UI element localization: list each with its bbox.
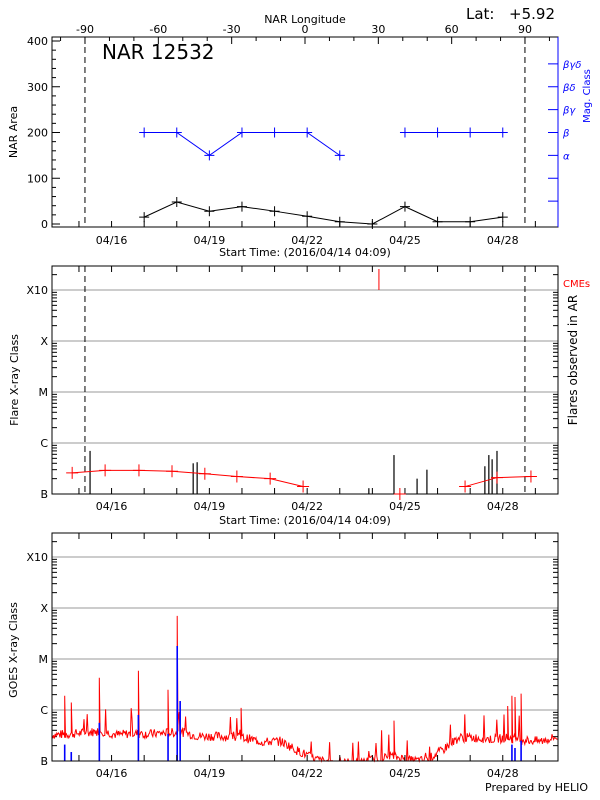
x-tick-label: 04/25 — [389, 767, 421, 780]
y-tick-label: B — [40, 755, 48, 768]
top-tick-label: 0 — [302, 23, 309, 36]
goes-flux-line — [51, 615, 558, 763]
y2-tick-label: βγδ — [562, 60, 581, 71]
panel-goes: GOES X-ray Class B C M X X10 04/16 04/19 04/22 0… — [7, 532, 559, 780]
y-tick-label: 200 — [27, 127, 48, 140]
cme-label: CMEs — [563, 279, 590, 290]
flare-level-line — [72, 469, 304, 488]
x-tick-label: 04/25 — [389, 234, 421, 247]
y-tick-label: 400 — [27, 35, 48, 48]
y-axis-label: GOES X-ray Class — [7, 602, 20, 698]
top-tick-label: -60 — [149, 23, 167, 36]
panel-flares: Start Time: (2016/04/14 04:09) Flare X-r… — [8, 265, 590, 527]
x-axis-label: Start Time: (2016/04/14 04:09) — [219, 246, 391, 259]
y2-tick-label: α — [563, 151, 570, 162]
top-tick-label: -90 — [76, 23, 94, 36]
y-tick-label: 300 — [27, 81, 48, 94]
lat-value: +5.92 — [509, 5, 555, 23]
plot-frame — [51, 265, 559, 495]
credit: Prepared by HELIO — [485, 781, 588, 794]
y-tick-label: C — [40, 704, 48, 717]
y-tick-label: X10 — [26, 551, 48, 564]
y-tick-label: B — [40, 488, 48, 501]
top-axis-label: NAR Longitude — [264, 13, 346, 26]
top-tick-label: 30 — [371, 23, 385, 36]
y-axis-label: NAR Area — [7, 106, 20, 158]
x-tick-label: 04/16 — [96, 500, 128, 513]
mag-class-series-line — [144, 132, 341, 156]
x-axis-label: Start Time: (2016/04/14 04:09) — [219, 514, 391, 527]
x-tick-label: 04/22 — [291, 500, 323, 513]
x-tick-label: 04/16 — [96, 234, 128, 247]
data-point-marker — [334, 216, 345, 227]
x-tick-label: 04/19 — [194, 767, 226, 780]
y-tick-label: M — [39, 653, 49, 666]
plot-frame — [51, 532, 559, 762]
y2-axis-label: Mag. Class — [582, 69, 593, 123]
data-point-marker — [236, 201, 247, 212]
data-point-marker — [497, 212, 508, 223]
y2-tick-label: βγ — [562, 106, 576, 117]
x-tick-label: 04/28 — [487, 234, 519, 247]
data-point-marker — [399, 201, 410, 212]
y2-axis-label: Flares observed in AR — [566, 295, 580, 425]
x-tick-label: 04/28 — [487, 767, 519, 780]
top-tick-label: 60 — [445, 23, 459, 36]
y2-tick-label: βδ — [562, 83, 576, 94]
x-tick-label: 04/25 — [389, 500, 421, 513]
x-tick-label: 04/28 — [487, 500, 519, 513]
lat-label: Lat: — [466, 5, 494, 23]
x-tick-label: 04/22 — [291, 767, 323, 780]
top-tick-label: 90 — [518, 23, 532, 36]
y-tick-label: X10 — [26, 284, 48, 297]
y-tick-label: X — [40, 335, 48, 348]
y-tick-label: C — [40, 437, 48, 450]
y-axis-label: Flare X-ray Class — [8, 334, 21, 426]
x-tick-label: 04/22 — [291, 234, 323, 247]
area-series-line — [143, 201, 503, 225]
data-point-marker — [171, 197, 182, 208]
data-point-marker — [139, 212, 150, 223]
y-tick-label: 0 — [41, 218, 48, 231]
data-point-marker — [334, 150, 345, 161]
y-tick-label: X — [40, 602, 48, 615]
data-point-marker — [302, 211, 313, 222]
data-point-marker — [459, 480, 472, 493]
panel-nar-area: NAR Longitude NAR 12532 Start Time: (201… — [7, 13, 593, 259]
x-tick-label: 04/16 — [96, 767, 128, 780]
x-tick-label: 04/19 — [194, 234, 226, 247]
y2-tick-label: β — [562, 129, 570, 140]
y-tick-label: M — [39, 386, 49, 399]
x-tick-label: 04/19 — [194, 500, 226, 513]
data-point-marker — [432, 216, 443, 227]
data-point-marker — [204, 206, 215, 217]
y-tick-label: 100 — [27, 172, 48, 185]
data-point-marker — [367, 219, 378, 229]
top-tick-label: -30 — [223, 23, 241, 36]
data-point-marker — [465, 216, 476, 227]
data-point-marker — [269, 206, 280, 217]
flare-level-line — [464, 476, 531, 488]
data-point-marker — [393, 488, 406, 500]
